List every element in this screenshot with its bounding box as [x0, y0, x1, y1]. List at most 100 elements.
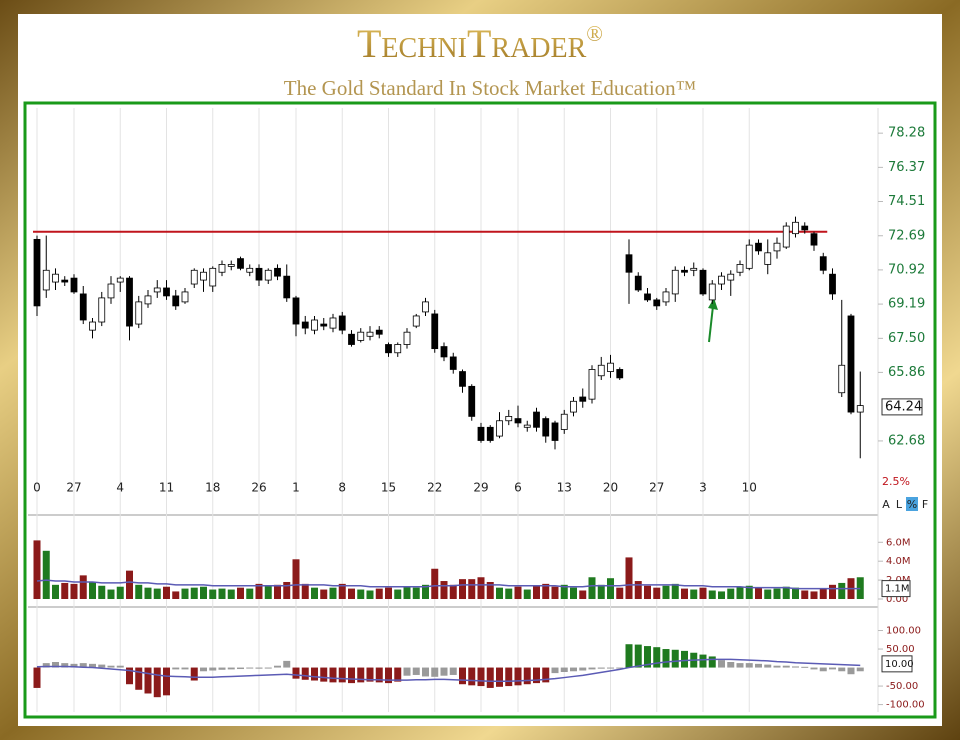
toolbar-button[interactable]: A: [882, 498, 890, 511]
oscillator-bar: [718, 660, 725, 668]
oscillator-bar: [736, 663, 744, 668]
oscillator-bar: [255, 667, 263, 669]
candle-body: [200, 271, 207, 281]
oscillator-bar: [847, 667, 855, 675]
candle-body: [107, 283, 115, 299]
last-volume-box: [881, 580, 911, 598]
oscillator-bar: [89, 663, 96, 668]
candle-body: [653, 299, 661, 307]
volume-bar: [542, 583, 550, 599]
candle-body: [486, 426, 494, 441]
oscillator-bar: [237, 667, 244, 670]
oscillator-bar: [459, 667, 466, 685]
oscillator-bar: [477, 667, 485, 687]
x-tick-label: 6: [514, 481, 522, 495]
tagline: The Gold Standard In Stock Market Educat…: [284, 76, 696, 100]
volume-bar: [107, 589, 115, 599]
candle-body: [616, 369, 624, 379]
volume-bar: [61, 582, 69, 599]
volume-bar: [255, 583, 263, 599]
oscillator-bar: [764, 664, 772, 668]
y-tick-label: -50.00: [886, 681, 918, 692]
volume-bar: [588, 577, 596, 599]
volume-bar: [264, 585, 272, 599]
oscillator-bar: [542, 667, 550, 683]
y-tick-label: 72.69: [888, 228, 925, 243]
annotation-arrow-head: [708, 298, 718, 310]
volume-bar: [190, 587, 198, 599]
candle-body: [348, 333, 355, 345]
candle-body: [440, 346, 448, 358]
candle-body: [736, 264, 744, 273]
candle-body: [560, 413, 568, 430]
candle-body: [181, 291, 189, 303]
candle-body: [79, 293, 87, 321]
volume-bar: [42, 550, 50, 599]
candle-body: [764, 252, 772, 265]
candle-body: [533, 411, 540, 428]
volume-bar: [579, 590, 587, 599]
oscillator-bar: [153, 667, 161, 698]
logo-mark: ®: [586, 21, 603, 46]
candle-body: [227, 264, 235, 267]
candle-body: [403, 331, 411, 345]
y-tick-label: 0.00: [886, 594, 908, 605]
volume-bar: [144, 587, 152, 599]
volume-bar: [801, 590, 809, 599]
y-tick-label: 69.19: [888, 297, 925, 312]
toolbar-button[interactable]: L: [896, 498, 903, 511]
oscillator-bar: [496, 667, 503, 687]
signal-line: [36, 658, 861, 683]
x-tick-label: 11: [159, 481, 174, 495]
candle-body: [782, 225, 790, 248]
oscillator-bar: [644, 646, 651, 668]
volume-bar: [79, 575, 87, 599]
volume-bar: [375, 588, 383, 599]
candle-body: [292, 297, 300, 325]
candle-body: [153, 287, 161, 293]
volume-bar: [718, 591, 725, 599]
volume-bar: [551, 586, 559, 599]
candle-body: [385, 344, 392, 354]
oscillator-bar: [246, 667, 254, 669]
candle-body: [607, 362, 614, 372]
candle-body: [597, 364, 605, 377]
volume-bar: [496, 587, 503, 599]
oscillator-bar: [357, 667, 365, 683]
volume-bar: [292, 559, 300, 599]
candle-body: [755, 242, 762, 252]
candle-body: [773, 242, 781, 252]
candle-body: [671, 269, 679, 295]
candle-body: [246, 267, 254, 273]
oscillator-bar: [329, 667, 337, 683]
volume-bar: [477, 577, 485, 599]
oscillator-bar: [107, 665, 115, 668]
candle-body: [505, 416, 513, 422]
y-tick-label: 4.0M: [886, 556, 911, 567]
volume-bar: [745, 585, 753, 599]
volume-bar: [671, 583, 679, 599]
x-tick-label: 22: [427, 481, 442, 495]
y-tick-label: 62.68: [888, 433, 925, 448]
oscillator-bar: [209, 667, 217, 671]
candle-body: [727, 273, 735, 281]
toolbar-button[interactable]: F: [922, 498, 928, 511]
volume-bar: [237, 587, 244, 599]
oscillator-bar: [514, 667, 522, 686]
x-tick-label: 26: [251, 481, 266, 495]
toolbar-button[interactable]: %: [907, 498, 917, 511]
candle-body: [274, 267, 281, 277]
zoom-label[interactable]: 2.5%: [882, 475, 910, 488]
candle-body: [514, 418, 522, 424]
volume-bar: [385, 587, 392, 599]
oscillator-bar: [579, 667, 587, 671]
volume-bar: [533, 585, 540, 599]
volume-bar: [607, 578, 614, 599]
x-tick-label: 4: [116, 481, 124, 495]
last-oscillator-box: [881, 655, 913, 673]
volume-bar: [422, 584, 429, 599]
candle-body: [357, 331, 365, 341]
volume-bar: [505, 588, 513, 599]
oscillator-bar: [126, 667, 133, 685]
oscillator-bar: [431, 667, 439, 677]
